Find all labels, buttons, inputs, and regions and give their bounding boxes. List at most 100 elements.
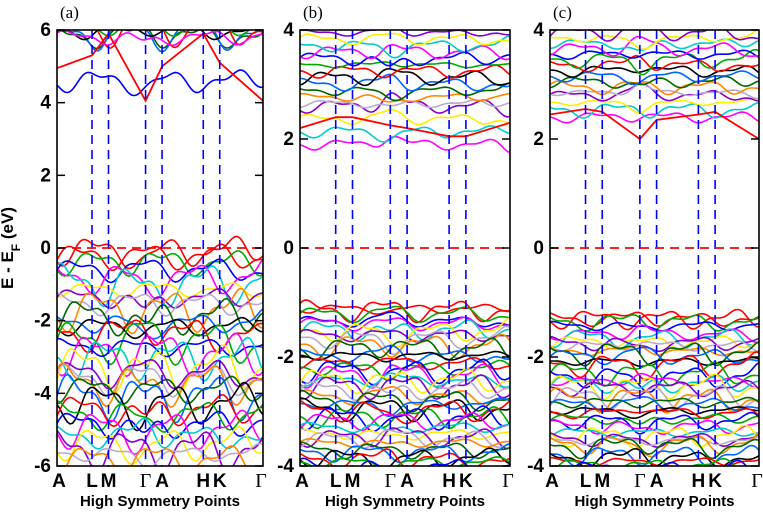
conduction-band-line-c-2-2 bbox=[550, 80, 759, 96]
valence-band-line-a-23 bbox=[57, 375, 263, 406]
x-tick-label-b-1: L bbox=[330, 471, 342, 492]
y-tick-label-a-1: -4 bbox=[34, 383, 51, 404]
valence-band-line-a-10 bbox=[57, 287, 263, 335]
conduction-band-line-a-1-5 bbox=[97, 30, 251, 37]
panel-label-a: (a) bbox=[60, 3, 79, 22]
conduction-band-line-c-2-11 bbox=[550, 30, 759, 51]
x-tick-label-b-2: M bbox=[345, 471, 361, 492]
x-tick-label-b-6: K bbox=[459, 471, 473, 492]
valence-band-line-c-24 bbox=[550, 395, 759, 413]
x-axis-label-c: High Symmetry Points bbox=[574, 493, 734, 510]
valence-band-line-b-3 bbox=[300, 305, 510, 324]
valence-band-line-a-4 bbox=[57, 258, 263, 284]
valence-band-line-b-24 bbox=[300, 397, 510, 418]
conduction-band-line-b-2-4 bbox=[300, 73, 510, 92]
valence-band-line-c-31 bbox=[550, 424, 759, 450]
y-tick-label-b-1: -2 bbox=[277, 347, 294, 368]
x-tick-label-c-1: L bbox=[580, 471, 592, 492]
panel-label-b: (b) bbox=[303, 3, 323, 22]
conduction-band-line-a-2-1 bbox=[57, 69, 263, 97]
plot-area-c bbox=[550, 30, 759, 466]
x-tick-label-c-2: M bbox=[594, 471, 610, 492]
valence-band-line-b-29 bbox=[300, 412, 510, 432]
x-tick-label-b-7: Γ bbox=[502, 470, 514, 492]
y-axis-label-main: E - E bbox=[0, 251, 17, 289]
x-tick-label-a-2: M bbox=[101, 471, 117, 492]
x-tick-label-a-5: H bbox=[196, 471, 210, 492]
valence-band-line-b-11 bbox=[300, 337, 510, 361]
y-tick-label-a-4: 2 bbox=[40, 165, 51, 186]
valence-band-line-a-28 bbox=[57, 410, 263, 440]
y-axis-label-subscript: F bbox=[9, 244, 23, 251]
conduction-band-line-c-1-3 bbox=[550, 97, 759, 114]
x-tick-label-b-3: Γ bbox=[385, 470, 397, 492]
valence-band-line-c-4 bbox=[550, 320, 759, 332]
valence-band-line-a-31 bbox=[57, 426, 263, 466]
y-tick-label-c-4: 4 bbox=[533, 20, 544, 41]
valence-band-line-c-33 bbox=[550, 435, 759, 447]
y-tick-label-a-5: 4 bbox=[40, 93, 51, 114]
y-tick-label-b-4: 4 bbox=[283, 20, 294, 41]
x-tick-label-c-6: K bbox=[708, 471, 722, 492]
x-tick-label-c-0: A bbox=[545, 471, 559, 492]
conduction-band-line-c-2-6 bbox=[550, 54, 759, 73]
valence-band-line-b-12 bbox=[300, 344, 510, 364]
x-tick-label-b-5: H bbox=[442, 471, 456, 492]
conduction-band-line-b-1-3 bbox=[300, 108, 510, 126]
valence-band-line-c-14 bbox=[550, 351, 759, 381]
x-tick-label-c-5: H bbox=[692, 471, 706, 492]
plot-area-a bbox=[57, 30, 263, 466]
y-tick-label-b-2: 0 bbox=[283, 238, 294, 259]
y-tick-label-c-0: -4 bbox=[527, 456, 544, 477]
plot-area-b bbox=[300, 30, 510, 466]
y-tick-label-a-2: -2 bbox=[34, 311, 51, 332]
lowest-conduction-band-b bbox=[300, 116, 510, 138]
x-tick-label-a-0: A bbox=[52, 471, 66, 492]
x-tick-label-a-7: Γ bbox=[255, 470, 267, 492]
valence-band-line-a-11 bbox=[57, 297, 263, 337]
valence-band-line-b-36 bbox=[300, 442, 510, 464]
x-tick-label-b-4: A bbox=[400, 471, 414, 492]
y-tick-label-a-0: -6 bbox=[34, 456, 51, 477]
valence-band-line-b-21 bbox=[300, 379, 510, 402]
y-tick-label-c-2: 0 bbox=[533, 238, 544, 259]
y-tick-label-c-3: 2 bbox=[533, 129, 544, 150]
valence-band-line-c-9 bbox=[550, 340, 759, 353]
x-tick-label-c-3: Γ bbox=[634, 470, 646, 492]
valence-band-line-a-20 bbox=[57, 359, 263, 390]
valence-band-line-a-26 bbox=[57, 393, 263, 428]
valence-band-line-b-34 bbox=[300, 437, 510, 449]
conduction-band-line-b-2-7 bbox=[300, 61, 510, 69]
valence-band-line-c-6 bbox=[550, 328, 759, 350]
conduction-band-line-c-2-4 bbox=[550, 70, 759, 86]
valence-band-line-a-17 bbox=[57, 332, 263, 378]
conduction-band-line-b-2-8 bbox=[300, 51, 510, 67]
valence-band-line-c-36 bbox=[550, 444, 759, 466]
lowest-conduction-band-c bbox=[550, 108, 759, 141]
y-tick-label-a-3: 0 bbox=[40, 238, 51, 259]
x-tick-label-c-4: A bbox=[650, 471, 664, 492]
y-tick-label-c-1: -2 bbox=[527, 347, 544, 368]
y-tick-label-b-0: -4 bbox=[277, 456, 294, 477]
conduction-band-line-c-2-8 bbox=[550, 49, 759, 61]
lowest-conduction-band-a bbox=[57, 31, 263, 103]
x-tick-label-b-0: A bbox=[295, 471, 309, 492]
valence-band-line-b-6 bbox=[300, 319, 510, 342]
valence-band-line-c-7 bbox=[550, 335, 759, 350]
conduction-band-line-b-2-12 bbox=[300, 30, 510, 37]
panel-label-c: (c) bbox=[553, 3, 572, 22]
conduction-band-line-c-1-2 bbox=[550, 101, 759, 119]
x-tick-label-a-6: K bbox=[213, 471, 227, 492]
valence-band-line-a-30 bbox=[57, 417, 263, 450]
x-tick-label-a-1: L bbox=[86, 471, 98, 492]
x-tick-label-a-3: Γ bbox=[140, 470, 152, 492]
valence-band-line-b-17 bbox=[300, 363, 510, 390]
valence-band-line-a-19 bbox=[57, 344, 263, 394]
y-axis-label: E - EF (eV) bbox=[0, 207, 23, 289]
x-tick-label-c-7: Γ bbox=[751, 470, 763, 492]
x-tick-label-a-4: A bbox=[155, 471, 169, 492]
valence-band-line-c-40 bbox=[575, 459, 748, 466]
